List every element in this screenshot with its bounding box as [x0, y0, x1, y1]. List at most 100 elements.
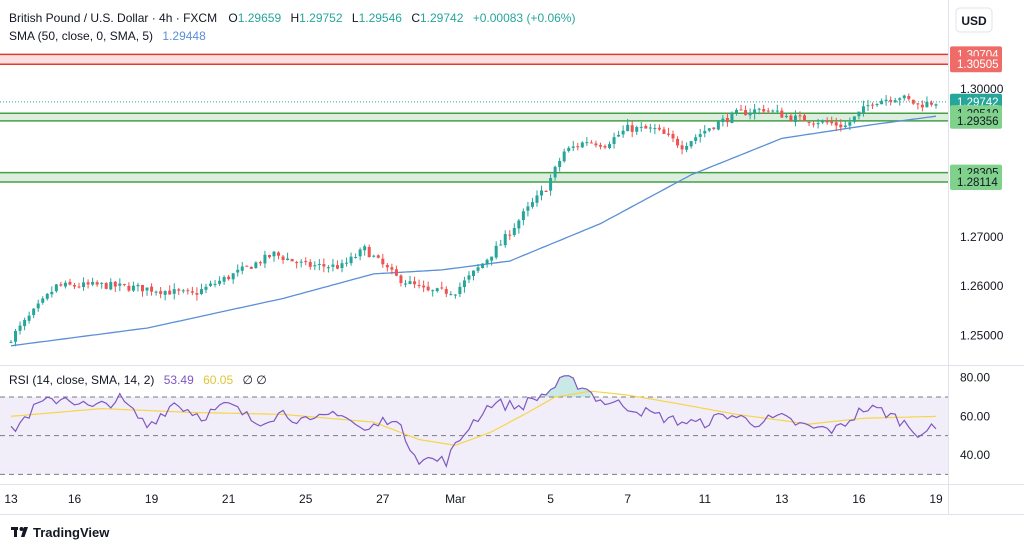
candle-body — [422, 285, 426, 288]
legend-rsi: RSI (14, close, SMA, 14, 2) 53.49 60.05 … — [9, 373, 267, 387]
candle — [485, 258, 489, 268]
candle — [426, 281, 430, 292]
candle — [744, 105, 748, 116]
candle-body — [299, 261, 303, 263]
candle-body — [195, 293, 199, 295]
candle-body — [812, 123, 816, 125]
candle — [676, 136, 680, 148]
candle-body — [576, 146, 580, 148]
candle — [449, 291, 453, 296]
candle — [784, 113, 788, 119]
candle-body — [326, 267, 330, 269]
candle-body — [304, 261, 308, 263]
candle-body — [929, 102, 933, 105]
candle-body — [662, 129, 666, 134]
candle-body — [190, 291, 194, 293]
candle-body — [308, 262, 312, 267]
candle-body — [648, 127, 652, 129]
candle — [177, 287, 181, 295]
candle-body — [290, 258, 294, 262]
currency-button[interactable]: USD — [955, 7, 993, 33]
candle — [612, 132, 616, 149]
candle-body — [594, 143, 598, 146]
candle-body — [503, 234, 507, 246]
candle — [145, 287, 149, 296]
candle — [929, 100, 933, 107]
price-tick-label: 1.30000 — [960, 82, 1004, 96]
candle-body — [757, 108, 761, 110]
candle — [766, 107, 770, 114]
candle — [680, 140, 684, 155]
candle-body — [816, 123, 820, 125]
candle — [889, 96, 893, 106]
candle-body — [9, 341, 13, 343]
symbol-title[interactable]: British Pound / U.S. Dollar · 4h · FXCM — [9, 11, 217, 25]
candle — [23, 317, 27, 331]
candle-body — [213, 283, 217, 285]
candle-body — [145, 287, 149, 291]
candle-body — [680, 145, 684, 150]
price-tag-label: 1.28114 — [957, 177, 998, 189]
candle-body — [417, 285, 421, 287]
candle — [662, 126, 666, 135]
candle — [109, 278, 113, 291]
candle — [272, 250, 276, 262]
candle — [304, 257, 308, 266]
candle-body — [267, 254, 271, 258]
candle — [494, 241, 498, 260]
candle-body — [168, 290, 172, 295]
candle — [417, 279, 421, 289]
candle-body — [36, 303, 40, 309]
candle-body — [331, 264, 335, 267]
candle-body — [322, 264, 326, 267]
candle — [812, 121, 816, 128]
candle-body — [671, 133, 675, 139]
candle-body — [467, 275, 471, 280]
candle-body — [426, 286, 430, 291]
candle-body — [63, 282, 67, 287]
sma-label[interactable]: SMA (50, close, 0, SMA, 5) — [9, 29, 153, 43]
candle — [807, 121, 811, 127]
candle-body — [199, 289, 203, 294]
candle-body — [449, 294, 453, 296]
candle-body — [236, 269, 240, 273]
candle — [472, 270, 475, 281]
candle-body — [798, 115, 802, 117]
candle-body — [934, 104, 938, 106]
candle-body — [494, 245, 498, 258]
candle-body — [902, 95, 906, 99]
candle-body — [571, 146, 575, 148]
candle — [635, 125, 639, 135]
candle — [403, 279, 407, 288]
candle — [236, 264, 240, 277]
tradingview-logo[interactable]: TradingView — [11, 525, 110, 540]
candle — [290, 258, 294, 262]
candle — [698, 128, 702, 143]
candle-body — [512, 228, 516, 235]
candle-body — [617, 134, 621, 137]
candle-body — [490, 256, 494, 261]
candle-body — [517, 220, 521, 229]
candle — [127, 282, 131, 292]
candle — [875, 103, 879, 107]
candle — [299, 259, 303, 268]
candle — [734, 108, 738, 116]
candle — [240, 261, 244, 275]
candle — [803, 112, 807, 122]
candle — [50, 286, 54, 298]
candle-body — [209, 283, 213, 286]
time-tick-label: 13 — [775, 492, 789, 506]
rsi-label[interactable]: RSI (14, close, SMA, 14, 2) — [9, 373, 154, 387]
candle-body — [884, 99, 888, 101]
price-tag-label: 1.29356 — [957, 116, 999, 128]
candle — [576, 142, 580, 151]
candle-body — [712, 127, 716, 129]
rsi-tick-label: 60.00 — [960, 409, 990, 423]
candle-body — [562, 151, 566, 162]
candle-body — [95, 282, 99, 285]
candle-body — [716, 121, 720, 130]
candle — [775, 104, 779, 115]
candle — [462, 276, 466, 293]
candle — [218, 276, 222, 287]
